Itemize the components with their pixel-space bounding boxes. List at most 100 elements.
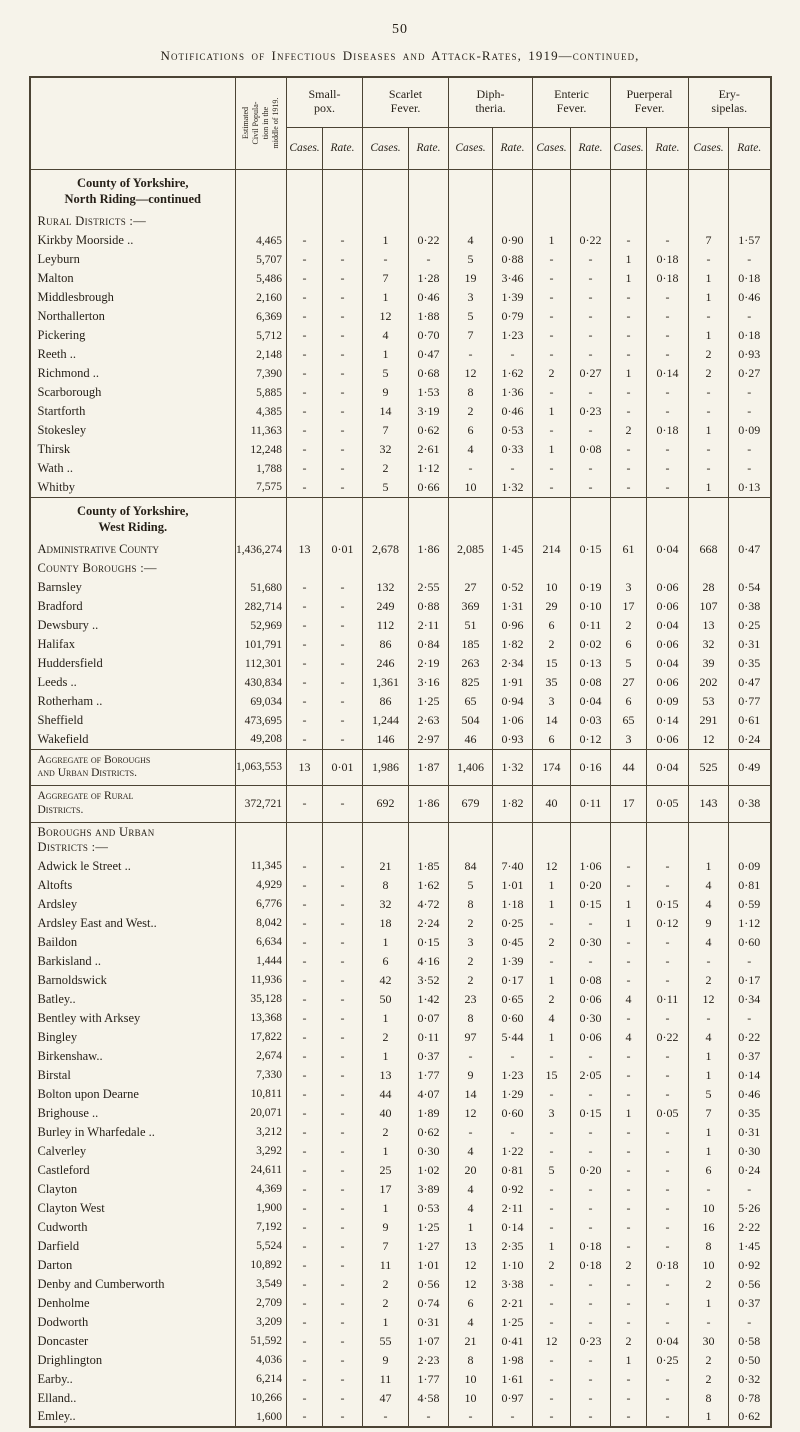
erysipelas-rate-cell: 0·58 [728,1331,771,1351]
enteric-rate-cell: - [570,459,611,478]
erysipelas-cases-cell: 6 [688,1160,729,1180]
district-name: Earby.. [29,1369,236,1389]
scarlet-cases-cell: 11 [362,1369,409,1389]
puerperal-rate-cell: 0·15 [646,894,689,914]
scarlet-cases-cell: 246 [362,654,409,673]
puerperal-cases-cell: 2 [610,421,647,440]
erysipelas-rate-cell: 0·24 [728,1160,771,1180]
population-cell: 10,266 [235,1388,287,1408]
subheading-row: Rural Districts :— [29,212,771,231]
erysipelas-rate-cell: 0·27 [728,364,771,383]
erysipelas-cases-cell: - [688,307,729,326]
smallpox-cases-cell: - [286,856,323,876]
puerperal-rate-cell [646,821,689,857]
population-cell: 20,071 [235,1103,287,1123]
puerperal-rate-cell: 0·05 [646,785,689,823]
smallpox-cases-cell: - [286,1255,323,1275]
population-cell: 8,042 [235,913,287,933]
scarlet-cases-cell: 47 [362,1388,409,1408]
puerperal-rate-cell: - [646,345,689,364]
smallpox-cases-cell: 13 [286,748,323,786]
puerperal-cases-cell: - [610,951,647,971]
puerperal-cases-cell: - [610,875,647,895]
scarlet-rate-cell: 0·68 [408,364,449,383]
enteric-rate-cell: - [570,1388,611,1408]
section-heading-row: County of Yorkshire, West Riding. [29,496,771,540]
enteric-cases-cell [532,821,571,857]
erysipelas-rate-cell: 0·61 [728,711,771,730]
table-row: Clayton West 1,900- -1 0·53 4 2·11- - - -10 5·26 [29,1198,771,1218]
table-row: Huddersfield 112,301- -246 2·19 263 2·34 15 0·1… [29,654,771,673]
puerperal-rate-cell: - [646,231,689,250]
smallpox-rate-cell: - [322,1046,363,1066]
smallpox-rate-cell: - [322,951,363,971]
table-row: Ardsley 6,776- -32 4·72 8 1·18 1 0·15 1 0·15 4 0·59 [29,894,771,914]
enteric-cases-cell: 40 [532,785,571,823]
puerperal-cases-cell: 6 [610,692,647,711]
table-row: Bolton upon Dearne 10,811- -44 4·07 14 1·29- -… [29,1084,771,1104]
population-header-label: Estimated Civil Popula- tion in the midd… [241,97,280,149]
erysipelas-cases-cell: 2 [688,364,729,383]
table-row: Baildon 6,634- -1 0·15 3 0·45 2 0·30- -4 0·60 [29,932,771,952]
diphtheria-cases-cell: 679 [448,785,493,823]
erysipelas-rate-cell: - [728,951,771,971]
population-cell: 7,330 [235,1065,287,1085]
smallpox-rate-cell: - [322,730,363,749]
scarlet-cases-cell: 2 [362,459,409,478]
smallpox-cases-cell: - [286,711,323,730]
diphtheria-rate-cell: 1·06 [492,711,533,730]
population-cell: 5,885 [235,383,287,402]
puerperal-cases-cell: - [610,440,647,459]
erysipelas-rate-cell: 0·47 [728,540,771,559]
puerperal-cases-cell: - [610,478,647,497]
smallpox-cases-cell: - [286,635,323,654]
smallpox-cases-cell: - [286,1217,323,1237]
erysipelas-cases-cell: - [688,1179,729,1199]
smallpox-cases-cell: - [286,951,323,971]
population-cell: 6,214 [235,1369,287,1389]
smallpox-cases-cell: - [286,307,323,326]
diphtheria-rate-cell: - [492,1122,533,1142]
smallpox-cases-cell: - [286,730,323,749]
smallpox-cases-cell: - [286,616,323,635]
diphtheria-cases-cell: 97 [448,1027,493,1047]
population-cell: 69,034 [235,692,287,711]
scarlet-rate-cell: 4·58 [408,1388,449,1408]
district-name: Halifax [29,635,236,654]
smallpox-cases-cell: - [286,326,323,345]
scarlet-cases-cell: 249 [362,597,409,616]
enteric-cases-cell: 3 [532,1103,571,1123]
district-name: Denby and Cumberworth [29,1274,236,1294]
population-cell: 7,390 [235,364,287,383]
erysipelas-cases-cell [688,169,729,212]
enteric-rate-cell: - [570,1198,611,1218]
district-name: Batley.. [29,989,236,1009]
population-cell: 4,465 [235,231,287,250]
col-group-scarlet-fever: Scarlet Fever. [362,77,449,128]
table-row: Whitby 7,575- -5 0·66 10 1·32- - - -1 0·13 [29,478,771,497]
scarlet-cases-cell: 7 [362,269,409,288]
table-row: Northallerton 6,369- -12 1·88 5 0·79- - - - - - [29,307,771,326]
district-name: Kirkby Moorside .. [29,231,236,250]
population-header: Estimated Civil Popula- tion in the midd… [235,77,287,170]
scarlet-rate-cell: 0·15 [408,932,449,952]
scarlet-cases-cell: 1,361 [362,673,409,692]
smallpox-rate-cell: - [322,1350,363,1370]
erysipelas-cases-cell: 1 [688,421,729,440]
subheading-row: Boroughs and Urban Districts :— [29,821,771,857]
diphtheria-rate-cell: 1·61 [492,1369,533,1389]
scarlet-rate-cell: 4·16 [408,951,449,971]
enteric-cases-cell: 1 [532,440,571,459]
enteric-cases-cell: 15 [532,1065,571,1085]
table-row: Barnsley 51,680- -132 2·55 27 0·52 10 0·19 3 0·06… [29,578,771,597]
puerperal-rate-cell: - [646,1084,689,1104]
district-name: Adwick le Street .. [29,856,236,876]
district-name: Pickering [29,326,236,345]
scarlet-cases-cell: 5 [362,364,409,383]
table-row: Sheffield 473,695- -1,244 2·63 504 1·06 14 0·03… [29,711,771,730]
enteric-cases-cell: 1 [532,1027,571,1047]
diphtheria-rate-cell: 0·60 [492,1103,533,1123]
district-name: Cudworth [29,1217,236,1237]
scarlet-rate-cell: - [408,250,449,269]
scarlet-cases-cell: 86 [362,635,409,654]
